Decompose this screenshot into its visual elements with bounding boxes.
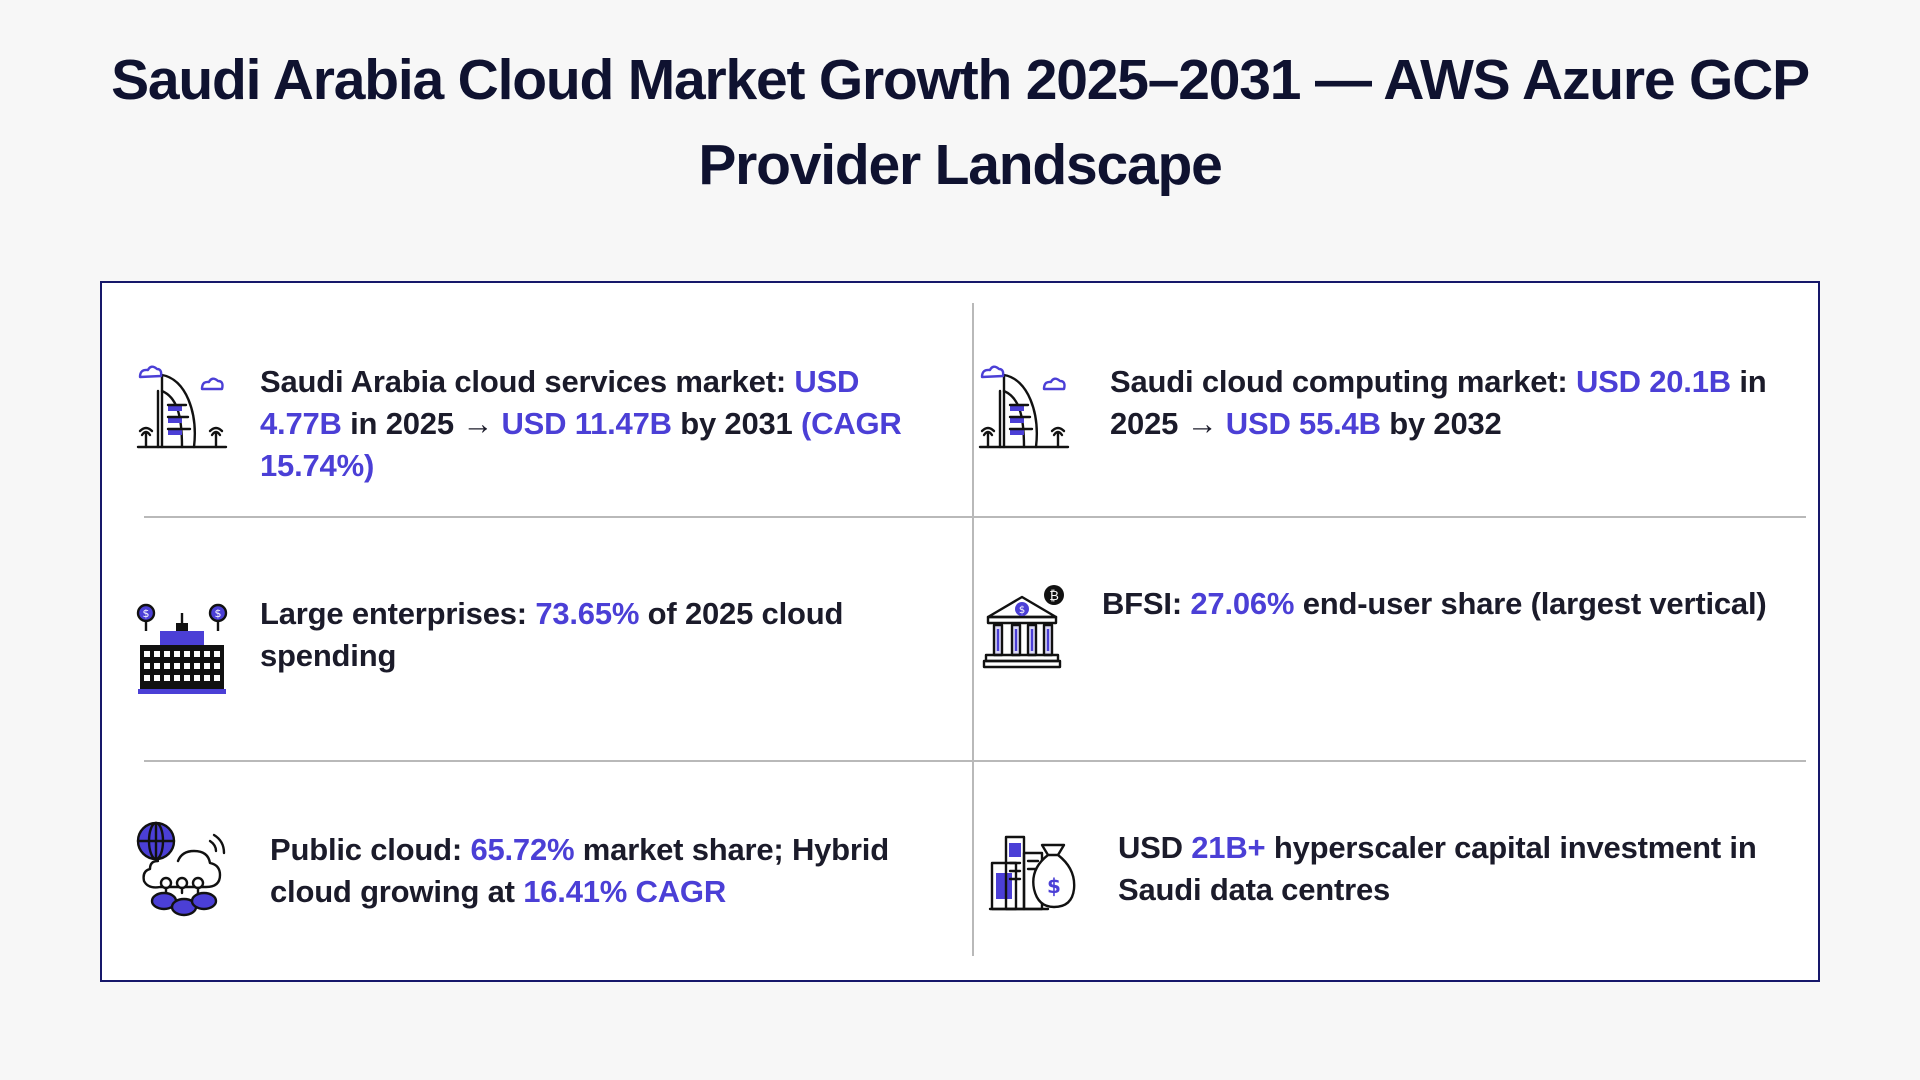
page-title: Saudi Arabia Cloud Market Growth 2025–20… (111, 48, 1810, 197)
bank-icon: $ ₿ (982, 583, 1074, 679)
card-text: BFSI: 27.06% end-user share (largest ver… (1102, 586, 1767, 621)
svg-text:₿: ₿ (1049, 589, 1059, 604)
svg-text:$: $ (1047, 874, 1061, 898)
card-text: Saudi cloud computing market: USD 20.1B … (1110, 364, 1767, 441)
svg-text:$: $ (1019, 605, 1025, 616)
row-divider (144, 516, 1806, 518)
svg-text:$: $ (215, 607, 222, 620)
row-divider (144, 760, 1806, 762)
card-text: Large enterprises: 73.65% of 2025 cloud … (260, 596, 844, 673)
column-divider (972, 303, 974, 956)
card-text: USD 21B+ hyperscaler capital investment … (1118, 830, 1757, 907)
cloud-network-icon (136, 821, 228, 917)
card-text: Saudi Arabia cloud services market: USD … (260, 364, 902, 483)
stats-panel: Saudi Arabia cloud services market: USD … (100, 281, 1820, 982)
enterprise-building-icon: $ $ (136, 601, 228, 697)
svg-text:$: $ (143, 607, 150, 620)
saudi-landmark-icon (978, 361, 1070, 457)
card-text: Public cloud: 65.72% market share; Hybri… (270, 832, 889, 909)
investment-money-bag-icon: $ (988, 823, 1080, 919)
saudi-landmark-icon (136, 361, 228, 457)
